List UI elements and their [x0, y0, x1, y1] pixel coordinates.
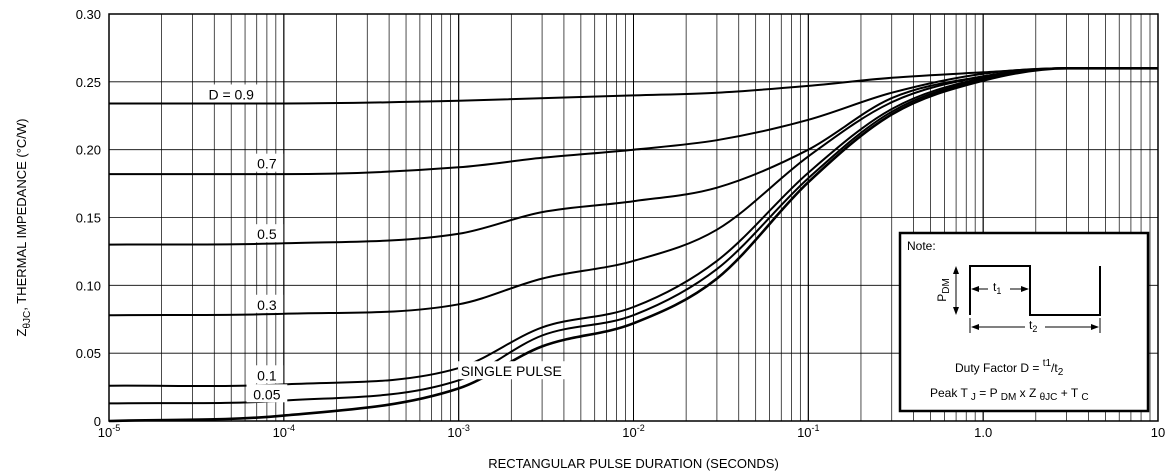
y-tick-label: 0.25	[76, 75, 101, 90]
t1-arrowhead-left	[971, 286, 979, 292]
note-box: Note: PDM t1 t2 Duty Factor D = t1/t2 Peak T …	[898, 231, 1150, 413]
series-label: 0.3	[257, 297, 277, 313]
pdm-arrowhead-down	[953, 307, 959, 315]
y-axis-title-rest: , THERMAL IMPEDANCE (°C/W)	[14, 118, 29, 310]
series-line	[109, 67, 1158, 176]
x-tick-label: 10-2	[622, 423, 644, 440]
series-label-bg	[458, 361, 565, 380]
y-tick-label: 0.20	[76, 143, 101, 158]
series-label: SINGLE PULSE	[461, 363, 562, 379]
y-tick-label: 0.05	[76, 346, 101, 361]
axis-ticks: 0 0.05 0.10 0.15 0.20 0.25 0.30 10-5 10-4 10-3 10-…	[76, 7, 1166, 440]
note-frame	[898, 231, 1150, 413]
y-tick-label: 0.30	[76, 7, 101, 22]
x-tick-label: 10-5	[98, 423, 120, 440]
x-tick-label: 10-1	[797, 423, 819, 440]
series-label: 0.5	[257, 226, 277, 242]
y-axis-title-sub: θJC	[22, 311, 33, 329]
pulse-waveform	[969, 265, 1101, 316]
t1-label-bg	[988, 280, 1010, 294]
duty-factor-formula: Duty Factor D = t1/t2	[955, 358, 1064, 378]
x-tick-label: 10-3	[447, 423, 469, 440]
y-tick-label: 0.15	[76, 211, 101, 226]
note-title: Note:	[907, 239, 936, 253]
x-axis-title: RECTANGULAR PULSE DURATION (SECONDS)	[488, 456, 779, 471]
series-label: D = 0.9	[208, 86, 254, 102]
series-label: 0.7	[257, 156, 277, 172]
y-axis-title: ZθJC, THERMAL IMPEDANCE (°C/W)	[14, 118, 33, 336]
series-label-bg	[250, 294, 284, 313]
t1-label: t1	[993, 280, 1001, 296]
t2-label: t2	[1029, 318, 1037, 334]
y-axis-title-main: Z	[14, 329, 29, 337]
series-label: 0.05	[253, 386, 280, 402]
y-tick-label: 0.10	[76, 278, 101, 293]
x-tick-label: 10	[1151, 425, 1165, 440]
t2-label-bg	[1025, 319, 1045, 333]
series-lines: D = 0.9 0.7 0.5 0.3 0.1 0.05 SINGLE PULSE	[108, 66, 1158, 423]
series-label-bg	[250, 153, 284, 172]
peak-tj-formula: Peak T J = P DM x Z θJC + T C	[930, 386, 1089, 403]
pdm-label: PDM	[935, 278, 952, 302]
series-label-bg	[250, 224, 284, 243]
plot-frame	[108, 13, 1159, 422]
x-tick-label: 1.0	[974, 425, 992, 440]
series-line	[108, 67, 1158, 388]
pdm-arrowhead-up	[953, 266, 959, 274]
x-tick-label: 10-4	[273, 423, 295, 440]
series-label-bg	[246, 384, 288, 403]
t2-arrowhead-left	[971, 324, 979, 330]
t2-arrowhead-right	[1091, 324, 1099, 330]
series-label-bg	[198, 84, 264, 103]
y-tick-label: 0	[94, 414, 101, 429]
series-label: 0.1	[257, 367, 277, 383]
series-line	[108, 66, 1158, 423]
t1-arrowhead-right	[1021, 286, 1029, 292]
series-label-bg	[250, 365, 284, 384]
